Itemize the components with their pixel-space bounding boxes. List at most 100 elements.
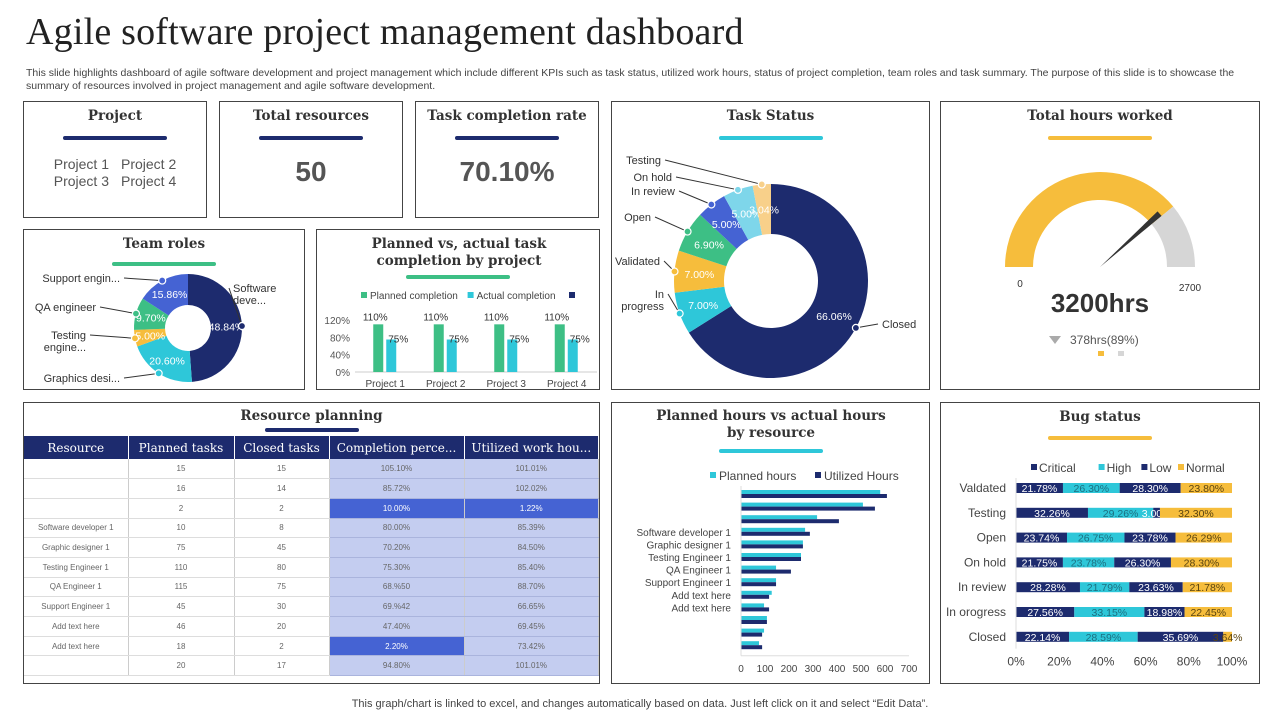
bar-utilized bbox=[741, 506, 875, 511]
data-label: 28.30% bbox=[1132, 483, 1168, 495]
data-label: 26.30% bbox=[1074, 483, 1110, 495]
bug-status-card: Bug status Critical High Low Normal Valdated… bbox=[940, 402, 1260, 684]
bar bbox=[386, 339, 397, 372]
project-list: Project 1 Project 2 Project 3 Project 4 bbox=[24, 156, 206, 189]
planned-hours-chart[interactable]: Planned hours Utilized Hours Software deve… bbox=[612, 455, 931, 685]
planned-vs-actual-chart[interactable]: Planned completion Actual completion 0% 40%… bbox=[317, 282, 601, 392]
total-hours-card: Total hours worked 0 2700 3200hrs 378hrs(89… bbox=[940, 101, 1260, 390]
bar-utilized bbox=[741, 594, 770, 599]
category-label: deve... bbox=[233, 295, 266, 307]
gauge-min-label: 0 bbox=[1017, 279, 1023, 290]
bar-segment bbox=[1153, 507, 1160, 518]
bar-segment bbox=[1016, 532, 1067, 543]
bar-planned bbox=[741, 565, 777, 570]
legend-swatch bbox=[569, 292, 575, 298]
bar-utilized bbox=[741, 519, 839, 524]
column-header-planned[interactable]: Planned tasks bbox=[128, 436, 235, 459]
data-label: 26.29% bbox=[1186, 533, 1222, 545]
bar-segment bbox=[1144, 607, 1185, 617]
table-row[interactable]: 16 14 85.72% 102.02% bbox=[24, 478, 599, 499]
cell-closed: 30 bbox=[234, 596, 330, 617]
data-label: 27.56% bbox=[1027, 607, 1063, 619]
table-row[interactable]: Software developer 1 10 8 80.00% 85.39% bbox=[24, 518, 599, 539]
table-row[interactable]: Add text here 46 20 47.40% 69.45% bbox=[24, 616, 599, 637]
data-label: 21.75% bbox=[1022, 557, 1058, 569]
bug-status-chart[interactable]: Critical High Low Normal Valdated 21.78% 26.30… bbox=[941, 440, 1261, 685]
project-item[interactable]: Project 3 bbox=[53, 173, 109, 189]
leader-dot bbox=[670, 267, 679, 276]
table-row[interactable]: 20 17 94.80% 101.01% bbox=[24, 655, 599, 677]
bar-planned bbox=[741, 515, 818, 520]
x-tick-label: 100% bbox=[1217, 655, 1248, 669]
column-header-completion[interactable]: Completion perce... bbox=[329, 436, 465, 459]
table-row[interactable]: Add text here 18 2 2.20% 73.42% bbox=[24, 636, 599, 657]
x-tick-label: 60% bbox=[1134, 655, 1158, 669]
column-header-closed[interactable]: Closed tasks bbox=[234, 436, 330, 459]
bar-planned bbox=[741, 578, 777, 583]
planned-hours-card: Planned hours vs actual hours by resourc… bbox=[611, 402, 930, 684]
y-tick-label: Software developer 1 bbox=[636, 528, 731, 539]
y-tick-label: QA Engineer 1 bbox=[666, 566, 731, 577]
data-label: 7.00% bbox=[684, 269, 714, 281]
cell-completion: 68.%50 bbox=[329, 577, 465, 598]
table-row[interactable]: 2 2 10.00% 1.22% bbox=[24, 498, 599, 519]
table-row[interactable]: Testing Engineer 1 110 80 75.30% 85.40% bbox=[24, 557, 599, 578]
leader-dot bbox=[154, 369, 163, 378]
table-row[interactable]: 15 15 105.10% 101.01% bbox=[24, 459, 599, 480]
footer-note: This graph/chart is linked to excel, and… bbox=[351, 698, 929, 710]
cell-closed: 14 bbox=[234, 478, 330, 499]
category-label: engine... bbox=[44, 342, 86, 354]
page-title: Agile software project management dashbo… bbox=[26, 11, 744, 53]
gauge-max-label: 2700 bbox=[1179, 283, 1202, 294]
table-row[interactable]: QA Engineer 1 115 75 68.%50 88.70% bbox=[24, 577, 599, 598]
category-label: Open bbox=[624, 212, 651, 224]
legend-label: Normal bbox=[1186, 461, 1225, 475]
leader-line bbox=[678, 190, 712, 205]
leader-dot bbox=[158, 276, 167, 285]
bar-segment bbox=[1175, 532, 1232, 543]
x-tick-label: 0 bbox=[738, 664, 744, 675]
bar-utilized bbox=[741, 582, 777, 587]
project-item[interactable]: Project 2 bbox=[121, 156, 177, 172]
planned-hours-title: Planned hours vs actual hours by resourc… bbox=[656, 408, 886, 441]
resource-planning-card: Resource planning Resource Planned tasks… bbox=[23, 402, 600, 684]
bar-segment bbox=[1170, 557, 1232, 568]
y-tick-label: Add text here bbox=[672, 591, 732, 602]
y-tick-label: In orogress bbox=[946, 605, 1006, 619]
data-label: 20.60% bbox=[149, 355, 185, 367]
table-row[interactable]: Support Engineer 1 45 30 69.%42 66.65% bbox=[24, 596, 599, 617]
total-resources-title: Total resources bbox=[253, 108, 369, 124]
column-header-utilized[interactable]: Utilized work hou... bbox=[464, 436, 599, 459]
cell-planned: 2 bbox=[128, 498, 235, 519]
category-label: Software bbox=[233, 283, 276, 295]
hours-gauge-chart[interactable]: 0 2700 3200hrs 378hrs(89%) bbox=[941, 140, 1261, 390]
cell-utilized: 101.01% bbox=[464, 655, 599, 677]
down-triangle-icon bbox=[1049, 336, 1061, 344]
data-label: 9.70% bbox=[136, 313, 166, 325]
project-item[interactable]: Project 1 bbox=[53, 156, 109, 172]
table-row[interactable]: Graphic designer 1 75 45 70.20% 84.50% bbox=[24, 537, 599, 558]
legend-swatch bbox=[467, 292, 474, 298]
cell-closed: 75 bbox=[234, 577, 330, 598]
title-underline bbox=[1048, 436, 1152, 440]
planned-vs-actual-title: Planned vs, actual task completion by pr… bbox=[371, 236, 547, 269]
cell-planned: 18 bbox=[128, 636, 235, 657]
bar-segment bbox=[1087, 507, 1154, 518]
cell-utilized: 1.22% bbox=[464, 498, 599, 519]
cell-utilized: 73.42% bbox=[464, 636, 599, 657]
bar-segment bbox=[1182, 582, 1232, 593]
legend-swatch bbox=[1098, 351, 1104, 356]
legend-label: Utilized Hours bbox=[824, 469, 899, 483]
y-tick-label: Closed bbox=[969, 630, 1006, 644]
category-label: progress bbox=[621, 301, 664, 313]
bar bbox=[554, 324, 565, 372]
data-label: 23.63% bbox=[1138, 582, 1174, 594]
column-header-resource[interactable]: Resource bbox=[24, 436, 129, 459]
project-item[interactable]: Project 4 bbox=[121, 173, 177, 189]
legend-swatch bbox=[1031, 464, 1037, 470]
cell-resource bbox=[24, 655, 129, 677]
x-tick-label: 80% bbox=[1177, 655, 1201, 669]
cell-closed: 20 bbox=[234, 616, 330, 637]
